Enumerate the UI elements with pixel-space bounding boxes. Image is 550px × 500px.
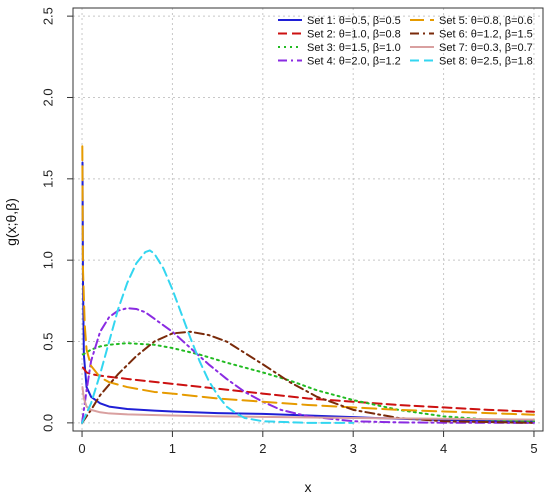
axis-ticks: 0 1 2 3 4 5 0.0 0.5 1.0 1.5 2.0 2.5 <box>40 7 537 456</box>
plot-frame <box>72 7 544 432</box>
series-line-6 <box>81 330 535 424</box>
x-tick-label-1: 1 <box>169 441 176 456</box>
y-axis-title: g(x;θ,β) <box>3 198 19 246</box>
y-tick-label-3: 1.5 <box>40 170 55 188</box>
y-tick-label-0: 0.0 <box>40 414 55 432</box>
x-tick-label-5: 5 <box>530 441 537 456</box>
legend-label-6: Set 6: θ=1.2, β=1.5 <box>439 29 533 41</box>
series-line-7 <box>81 386 535 421</box>
x-tick-label-0: 0 <box>78 441 85 456</box>
y-tick-label-1: 0.5 <box>40 332 55 350</box>
series-lines <box>81 145 535 424</box>
x-tick-label-4: 4 <box>440 441 447 456</box>
x-tick-label-2: 2 <box>259 441 266 456</box>
legend-label-2: Set 2: θ=1.0, β=0.8 <box>307 29 401 41</box>
y-tick-label-5: 2.5 <box>40 7 55 25</box>
legend-label-7: Set 7: θ=0.3, β=0.7 <box>439 42 533 54</box>
x-tick-label-3: 3 <box>350 441 357 456</box>
series-line-2 <box>81 366 535 413</box>
legend-label-8: Set 8: θ=2.5, β=1.8 <box>439 56 533 68</box>
y-tick-label-4: 2.0 <box>40 88 55 106</box>
grid-lines <box>73 8 543 431</box>
series-line-3 <box>81 342 535 423</box>
series-line-8 <box>81 249 355 424</box>
legend-label-4: Set 4: θ=2.0, β=1.2 <box>307 56 401 68</box>
legend-label-3: Set 3: θ=1.5, β=1.0 <box>307 42 401 54</box>
legend-label-5: Set 5: θ=0.8, β=0.6 <box>439 15 533 27</box>
series-line-4 <box>81 307 535 424</box>
y-tick-label-2: 1.0 <box>40 251 55 269</box>
legend-label-1: Set 1: θ=0.5, β=0.5 <box>307 15 401 27</box>
series-line-5 <box>81 145 535 416</box>
x-axis-title: x <box>305 479 312 495</box>
